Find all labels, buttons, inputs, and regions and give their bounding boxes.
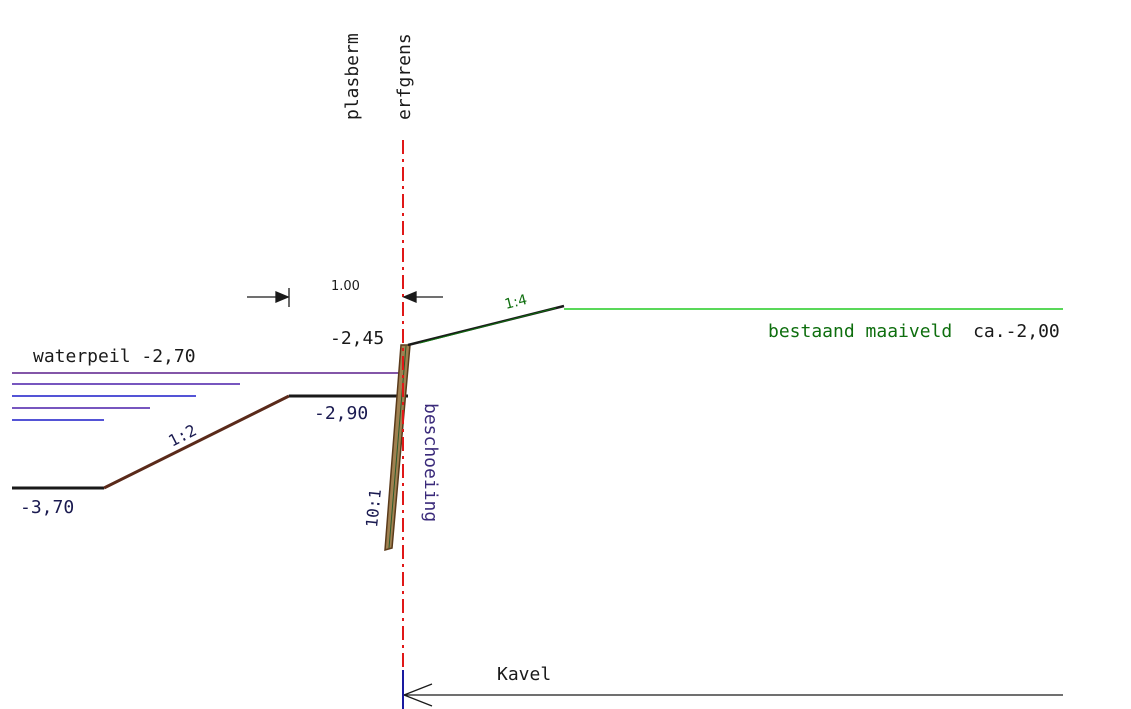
erfgrens-label: erfgrens [394,33,415,120]
water-lines [12,372,402,421]
plasberm-label: plasberm [342,33,363,120]
maaiveld-label: bestaand maaiveld ca.-2,00 [768,321,1060,342]
sheet-pile [384,344,411,552]
right-slope-accent [419,307,557,344]
slope-left-label: 1:2 [165,421,199,451]
dim-left-arrowhead [275,291,290,303]
level-bottom-label: -3,70 [20,497,74,518]
sheet-pile-center [388,345,407,549]
left-slope-line [103,394,290,490]
beschoeiing-label: beschoeiing [420,403,441,522]
level-berm-label: -2,90 [314,403,368,424]
level-top-label: -2,45 [330,328,384,349]
kavel-label: Kavel [497,664,551,685]
dim-right-arrowhead [402,291,417,303]
maaiveld-value: ca.-2,00 [973,321,1060,342]
waterpeil-label: waterpeil -2,70 [33,346,196,367]
kavel-arrow [402,670,1063,709]
right-slope [407,304,565,347]
maaiveld-text: bestaand maaiveld [768,321,952,342]
slope-right-label: 1:4 [503,292,529,313]
bottom-profile [12,394,408,490]
dimension-label: 1.00 [331,279,360,294]
dimension-1-00 [247,288,443,307]
slope-sheet-label: 10:1 [362,488,385,528]
